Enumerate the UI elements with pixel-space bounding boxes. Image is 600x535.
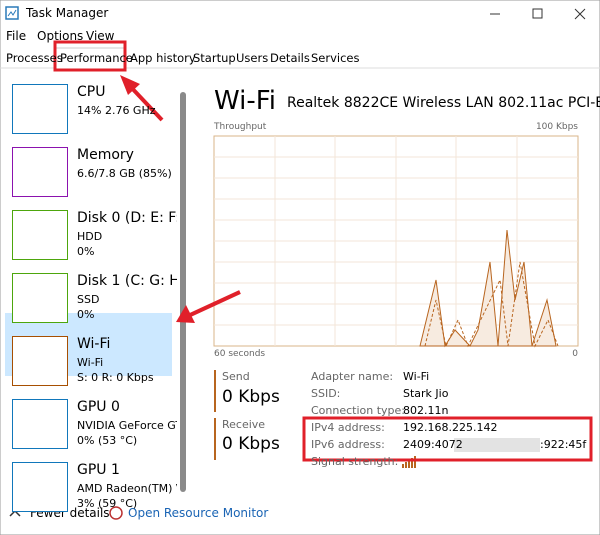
graph-min: 0: [572, 349, 578, 359]
thumbnail: [12, 273, 68, 323]
sidebar-detail: 0%: [77, 308, 95, 321]
thumbnail: [12, 399, 68, 449]
tab[interactable]: Startup: [193, 51, 236, 65]
property-value: 192.168.225.142: [403, 421, 498, 434]
sidebar-detail: 3% (59 °C): [77, 497, 138, 510]
sidebar-name[interactable]: CPU: [77, 84, 106, 100]
send-label: Send: [222, 370, 250, 383]
graph-max: 100 Kbps: [535, 122, 578, 132]
sidebar-detail: 6.6/7.8 GB (85%): [77, 167, 172, 180]
graph-span: 60 seconds: [214, 349, 266, 359]
send-value: 0 Kbps: [222, 387, 280, 407]
sidebar-detail: HDD: [77, 230, 103, 243]
property-value-end: :922:45f: [540, 438, 587, 451]
sidebar-detail: NVIDIA GeForce GTX: [77, 419, 177, 432]
property-label: IPv6 address:: [311, 438, 385, 451]
sidebar-name[interactable]: Wi-Fi: [77, 336, 111, 352]
graph-label: Throughput: [214, 122, 267, 132]
property-value: 2409:4072: [403, 438, 463, 451]
sidebar-detail: 14% 2.76 GHz: [77, 104, 156, 117]
thumbnail: [12, 210, 68, 260]
detail-title: Wi-Fi: [214, 86, 277, 116]
tab[interactable]: Processes: [6, 51, 63, 65]
property-value: Stark Jio: [403, 387, 449, 400]
property-value: Wi-Fi: [403, 370, 430, 383]
property-label: Signal strength:: [311, 455, 399, 468]
property-label: Connection type:: [311, 404, 406, 417]
thumbnail: [12, 84, 68, 134]
resource-monitor-link[interactable]: Open Resource Monitor: [128, 506, 269, 520]
tab[interactable]: Performance: [60, 51, 133, 65]
sidebar-detail: 0%: [77, 245, 95, 258]
menu-item[interactable]: File: [6, 29, 27, 43]
window-title: Task Manager: [26, 6, 109, 20]
thumbnail: [12, 336, 68, 386]
receive-label: Receive: [222, 418, 266, 431]
tab[interactable]: App history: [130, 51, 196, 65]
tab[interactable]: Users: [236, 51, 269, 65]
receive-value: 0 Kbps: [222, 434, 280, 454]
sidebar-name[interactable]: GPU 1: [77, 462, 120, 478]
menu-item[interactable]: Options: [37, 29, 84, 43]
sidebar-name[interactable]: Disk 1 (C: G: H:): [77, 273, 177, 289]
tab[interactable]: Services: [311, 51, 360, 65]
thumbnail: [12, 462, 68, 512]
tab[interactable]: Details: [270, 51, 310, 65]
sidebar-detail: Wi-Fi: [77, 356, 104, 369]
sidebar-name[interactable]: GPU 0: [77, 399, 120, 415]
sidebar-name[interactable]: Disk 0 (D: E: F:): [77, 210, 177, 226]
sidebar-detail: SSD: [77, 293, 100, 306]
property-label: Adapter name:: [311, 370, 394, 383]
property-label: SSID:: [311, 387, 341, 400]
sidebar-detail: AMD Radeon(TM) V.: [77, 482, 177, 495]
adapter-name: Realtek 8822CE Wireless LAN 802.11ac PCI…: [287, 95, 600, 111]
sidebar-name[interactable]: Memory: [77, 147, 134, 163]
sidebar-detail: 0% (53 °C): [77, 434, 138, 447]
thumbnail: [12, 147, 68, 197]
property-label: IPv4 address:: [311, 421, 385, 434]
sidebar-detail: S: 0 R: 0 Kbps: [77, 371, 154, 384]
property-value: 802.11n: [403, 404, 449, 417]
menu-item[interactable]: View: [86, 29, 115, 43]
